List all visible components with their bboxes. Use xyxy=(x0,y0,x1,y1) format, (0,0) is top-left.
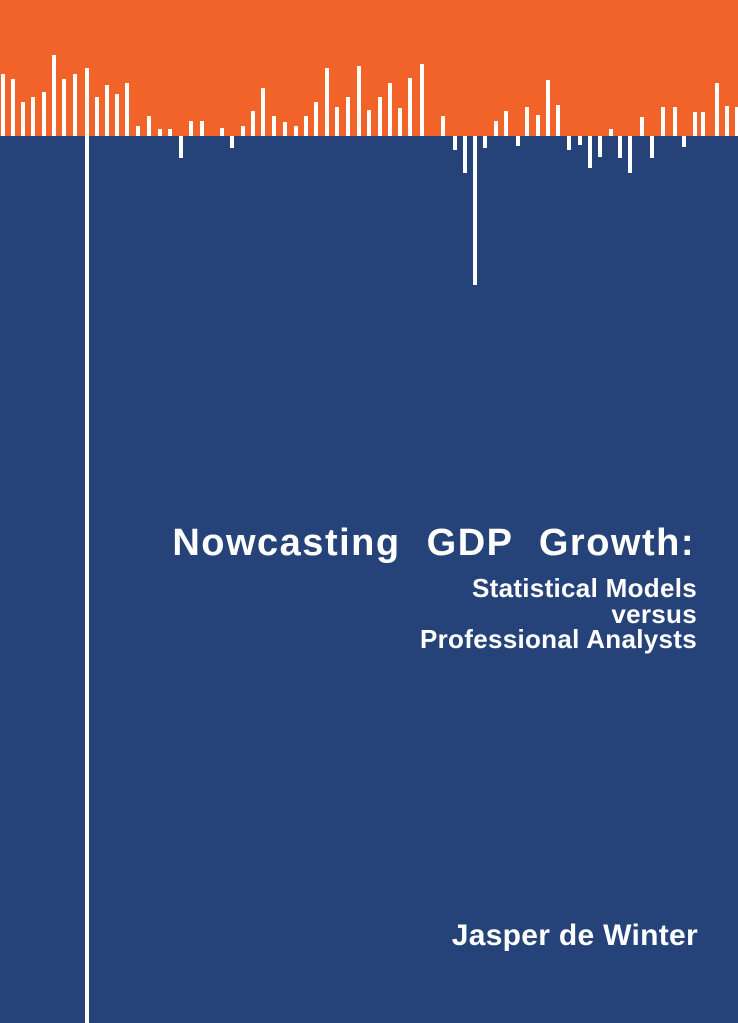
chart-bar xyxy=(240,126,246,136)
subtitle-line-2: versus xyxy=(611,598,697,629)
chart-bar xyxy=(84,68,90,1023)
chart-bar xyxy=(627,136,633,173)
chart-bar xyxy=(535,115,541,136)
chart-bar xyxy=(104,85,110,136)
chart-bar xyxy=(681,136,687,147)
chart-bar xyxy=(462,136,468,173)
chart-bar xyxy=(345,97,351,136)
chart-bar xyxy=(167,129,173,136)
chart-bar xyxy=(566,136,572,150)
chart-bar xyxy=(366,110,372,136)
chart-bar xyxy=(51,55,57,136)
chart-bar xyxy=(334,107,340,136)
chart-bar xyxy=(41,92,47,136)
chart-bar xyxy=(61,79,67,136)
chart-bar xyxy=(199,121,205,136)
chart-bar xyxy=(724,106,730,136)
chart-bar xyxy=(503,111,509,136)
chart-bar xyxy=(700,112,706,136)
chart-bar xyxy=(30,97,36,136)
chart-bar xyxy=(714,83,720,136)
chart-bar xyxy=(639,117,645,136)
chart-bar xyxy=(482,136,488,148)
chart-bar xyxy=(419,64,425,136)
chart-bar xyxy=(188,121,194,136)
chart-bar xyxy=(282,122,288,136)
chart-bar xyxy=(135,126,141,136)
subtitle-line-1: Statistical Models xyxy=(471,573,697,603)
chart-bar xyxy=(555,105,561,136)
chart-bar xyxy=(250,111,256,136)
chart-bar xyxy=(387,83,393,136)
chart-bar xyxy=(10,79,16,136)
chart-bar xyxy=(377,97,383,136)
chart-bar xyxy=(20,102,26,136)
chart-bar xyxy=(157,129,163,136)
chart-bar xyxy=(440,116,446,136)
chart-bar xyxy=(587,136,593,168)
chart-bar xyxy=(617,136,623,158)
chart-bar xyxy=(515,136,521,146)
chart-bar xyxy=(597,136,603,157)
chart-bar xyxy=(271,116,277,136)
chart-bar xyxy=(0,74,6,136)
chart-bar xyxy=(407,78,413,136)
chart-bar xyxy=(524,107,530,136)
chart-bar xyxy=(545,80,551,136)
chart-bar xyxy=(94,97,100,136)
subtitle-line-3: Professional Analysts xyxy=(420,624,697,654)
chart-bar xyxy=(577,136,583,145)
cover-title: Nowcasting GDP Growth: xyxy=(172,522,695,564)
chart-bar xyxy=(178,136,184,158)
chart-bar xyxy=(260,88,266,136)
chart-bar xyxy=(313,102,319,136)
chart-bar xyxy=(493,121,499,136)
chart-bar xyxy=(356,66,362,136)
chart-bar xyxy=(660,107,666,136)
chart-bar xyxy=(692,112,698,136)
author-name: Jasper de Winter xyxy=(451,919,698,952)
chart-bar xyxy=(397,108,403,136)
chart-bar xyxy=(649,136,655,158)
chart-bar xyxy=(293,126,299,136)
chart-bar xyxy=(124,83,130,136)
chart-bar xyxy=(608,129,614,136)
cover-subtitle: Statistical Models versus Professional A… xyxy=(420,573,697,654)
chart-bar xyxy=(452,136,458,150)
chart-bar xyxy=(472,136,478,285)
chart-bar xyxy=(303,116,309,136)
chart-bar xyxy=(72,74,78,136)
chart-bar xyxy=(146,116,152,136)
chart-bar xyxy=(219,128,225,136)
chart-bar xyxy=(672,107,678,136)
chart-bar xyxy=(114,94,120,136)
chart-bar xyxy=(324,68,330,136)
chart-bar xyxy=(229,136,235,148)
chart-bar xyxy=(734,107,738,136)
